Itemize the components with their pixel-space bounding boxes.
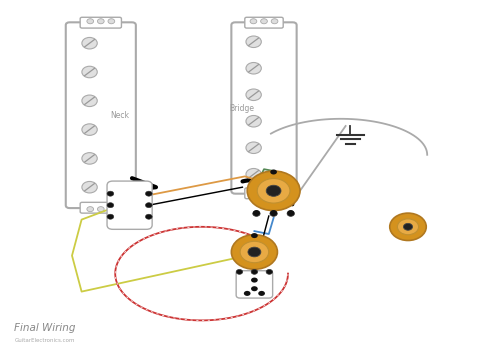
FancyBboxPatch shape (66, 22, 136, 208)
Circle shape (82, 37, 97, 49)
Circle shape (107, 203, 114, 208)
FancyBboxPatch shape (80, 17, 121, 28)
Circle shape (246, 89, 261, 100)
Circle shape (403, 223, 413, 230)
Circle shape (246, 116, 261, 127)
Circle shape (257, 179, 290, 203)
Circle shape (82, 153, 97, 164)
Circle shape (271, 19, 278, 24)
Circle shape (107, 214, 114, 219)
Text: Bridge: Bridge (229, 104, 254, 112)
Circle shape (247, 171, 300, 211)
Circle shape (87, 19, 94, 24)
Circle shape (97, 207, 104, 212)
Circle shape (244, 291, 251, 296)
Circle shape (251, 233, 258, 238)
Circle shape (397, 219, 419, 235)
Circle shape (246, 168, 261, 180)
Circle shape (82, 95, 97, 107)
Circle shape (253, 211, 260, 216)
Circle shape (250, 19, 257, 24)
Circle shape (288, 210, 294, 215)
Circle shape (246, 36, 261, 48)
Circle shape (107, 191, 114, 196)
Circle shape (82, 181, 97, 193)
FancyBboxPatch shape (236, 271, 273, 298)
Circle shape (145, 203, 152, 208)
FancyBboxPatch shape (245, 188, 283, 199)
Circle shape (236, 269, 243, 274)
FancyBboxPatch shape (245, 17, 283, 28)
FancyBboxPatch shape (107, 181, 152, 229)
Circle shape (266, 185, 281, 196)
Circle shape (270, 211, 277, 216)
Circle shape (271, 192, 278, 197)
Text: Neck: Neck (110, 111, 130, 120)
Circle shape (266, 269, 273, 274)
Circle shape (250, 192, 257, 197)
Circle shape (82, 124, 97, 135)
Circle shape (258, 291, 265, 296)
Circle shape (390, 213, 426, 240)
Circle shape (251, 269, 258, 274)
Circle shape (261, 192, 267, 197)
Circle shape (261, 19, 267, 24)
Circle shape (246, 63, 261, 74)
Text: Final Wiring: Final Wiring (14, 323, 76, 333)
FancyBboxPatch shape (231, 22, 297, 194)
Circle shape (253, 210, 260, 215)
Circle shape (270, 210, 277, 215)
Circle shape (240, 241, 269, 263)
Circle shape (108, 207, 115, 212)
Circle shape (251, 286, 258, 291)
Circle shape (97, 19, 104, 24)
Circle shape (246, 142, 261, 153)
Text: GuitarElectronics.com: GuitarElectronics.com (14, 338, 75, 343)
Circle shape (108, 19, 115, 24)
Circle shape (270, 170, 277, 175)
Circle shape (87, 207, 94, 212)
Circle shape (145, 214, 152, 219)
Circle shape (251, 278, 258, 283)
Circle shape (145, 191, 152, 196)
Circle shape (248, 247, 261, 257)
Circle shape (287, 211, 294, 216)
FancyBboxPatch shape (80, 202, 121, 213)
Circle shape (82, 66, 97, 78)
Circle shape (231, 235, 277, 269)
